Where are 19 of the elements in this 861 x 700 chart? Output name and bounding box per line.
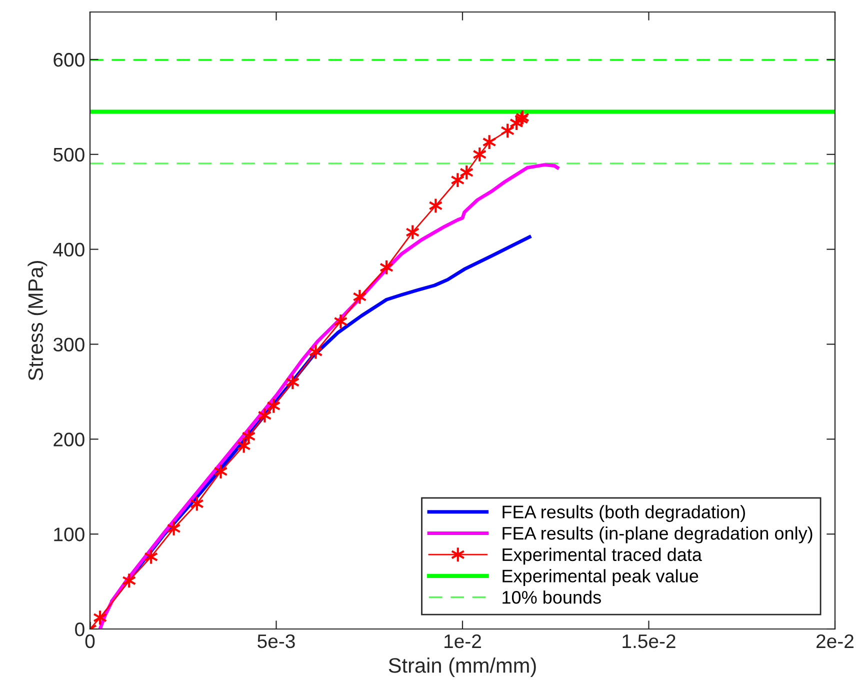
legend-label: Experimental traced data	[502, 548, 702, 565]
x-tick-label: 5e-3	[258, 634, 295, 648]
y-tick-label: 500	[53, 148, 84, 162]
y-tick-label: 600	[54, 52, 84, 67]
x-tick-label: 0	[85, 634, 95, 648]
legend-label: Experimental peak value	[502, 569, 698, 586]
x-tick-label: 1e-2	[444, 634, 481, 648]
y-axis-title: Stress (MPa)	[28, 261, 48, 380]
legend-label: FEA results (both degradation)	[502, 505, 745, 522]
legend-label: FEA results (in-plane degradation only)	[502, 526, 812, 544]
x-axis-title: Strain (mm/mm)	[388, 658, 536, 677]
x-tick-label: 1.5e-2	[622, 634, 676, 648]
y-tick-label: 400	[53, 242, 84, 257]
y-tick-label: 200	[54, 432, 84, 446]
x-tick-label: 2e-2	[816, 634, 854, 648]
y-tick-label: 0	[75, 622, 84, 636]
y-tick-label: 300	[53, 338, 84, 352]
legend-label: 10% bounds	[502, 590, 601, 604]
y-tick-label: 100	[54, 528, 84, 542]
